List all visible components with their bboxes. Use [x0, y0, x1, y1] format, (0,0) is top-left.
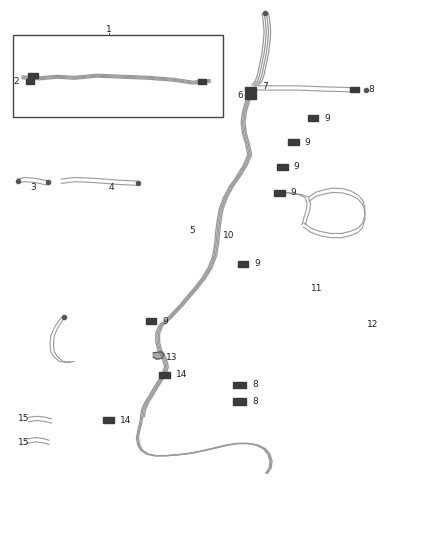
Bar: [28, 73, 38, 78]
Bar: [274, 190, 285, 196]
Text: 1: 1: [106, 25, 112, 34]
Bar: [350, 87, 359, 92]
Text: 8: 8: [253, 397, 258, 406]
Text: 14: 14: [176, 370, 187, 379]
Bar: [146, 318, 156, 324]
Text: 3: 3: [31, 183, 36, 192]
Text: 11: 11: [311, 285, 322, 293]
Bar: [198, 79, 206, 84]
Text: 9: 9: [324, 114, 330, 123]
Bar: [103, 417, 114, 423]
Text: 4: 4: [109, 183, 114, 192]
Bar: [238, 261, 248, 266]
Text: 2: 2: [13, 77, 19, 86]
Text: 6: 6: [238, 92, 244, 100]
Text: 15: 15: [18, 438, 30, 447]
Text: 12: 12: [367, 320, 378, 328]
Bar: [245, 87, 256, 92]
Text: 9: 9: [304, 138, 310, 147]
Text: 10: 10: [223, 231, 234, 240]
Text: 9: 9: [293, 163, 299, 171]
Text: 9: 9: [254, 260, 260, 268]
Text: 7: 7: [262, 82, 268, 91]
Bar: [288, 140, 299, 145]
Text: 5: 5: [189, 226, 195, 235]
Polygon shape: [153, 352, 164, 359]
Text: 8: 8: [253, 381, 258, 389]
Text: 8: 8: [368, 85, 374, 94]
Bar: [245, 93, 256, 99]
Text: 13: 13: [166, 353, 178, 361]
Text: 14: 14: [120, 416, 132, 424]
Bar: [13, 35, 223, 117]
Bar: [26, 79, 34, 84]
Bar: [233, 382, 246, 388]
Text: 9: 9: [290, 189, 296, 197]
Bar: [277, 164, 288, 169]
Text: 9: 9: [162, 317, 168, 326]
Text: 15: 15: [18, 414, 30, 423]
Bar: [308, 115, 318, 121]
Bar: [233, 398, 246, 405]
Bar: [159, 372, 170, 378]
